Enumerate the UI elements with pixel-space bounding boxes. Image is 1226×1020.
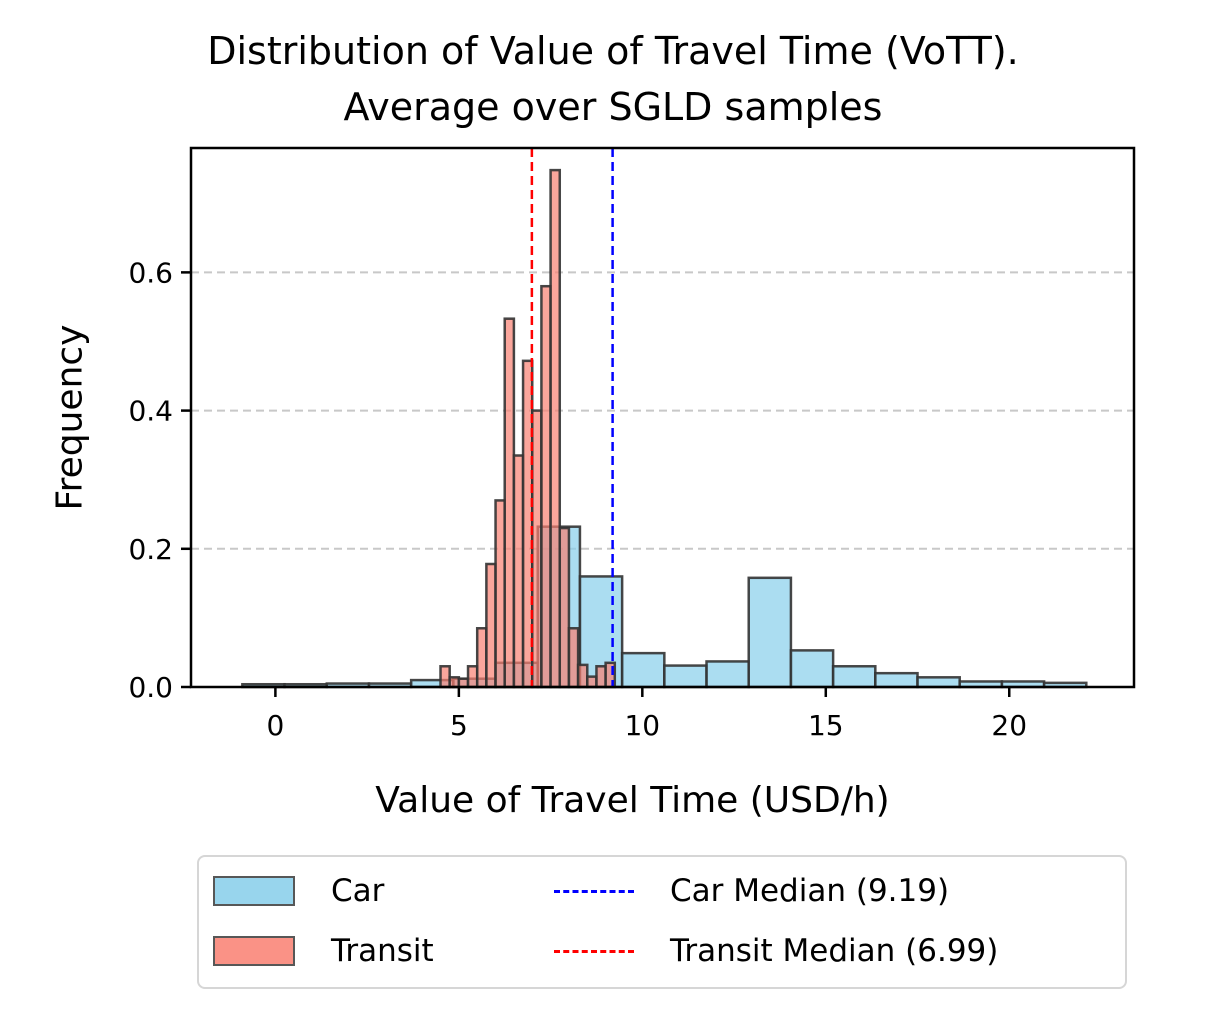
y-tick-label: 0.0 <box>128 671 173 704</box>
transit-bar <box>448 676 461 689</box>
legend-swatch-car <box>213 876 295 906</box>
y-tick-label: 0.6 <box>128 256 173 289</box>
car-series <box>241 525 1088 689</box>
legend-label-transit-median: Transit Median (6.99) <box>670 933 999 969</box>
x-tick-label: 0 <box>266 709 284 742</box>
transit-bar <box>595 665 607 689</box>
car-bar <box>705 660 750 689</box>
y-tick-label: 0.2 <box>128 533 173 566</box>
transit-bar <box>494 499 506 689</box>
legend-swatch-transit <box>213 936 295 966</box>
transit-series <box>439 168 617 689</box>
legend-dash-transit-median <box>554 949 634 953</box>
y-axis-ticks: 0.0 0.2 0.4 0.6 <box>128 256 191 704</box>
transit-bar <box>576 663 589 689</box>
legend-label-car-median: Car Median (9.19) <box>670 873 950 909</box>
car-bar <box>916 676 961 689</box>
x-axis-ticks: 0 5 10 15 20 <box>266 687 1027 742</box>
y-axis-label: Frequency <box>50 325 91 511</box>
legend-item-transit: Transit <box>213 933 434 969</box>
transit-bar <box>503 317 516 689</box>
chart-title-line-1: Distribution of Value of Travel Time (Vo… <box>207 29 1019 73</box>
transit-bar <box>466 665 479 689</box>
car-bar <box>620 651 666 689</box>
transit-bar <box>475 627 488 689</box>
transit-bar <box>512 454 525 689</box>
car-bar <box>789 649 835 689</box>
legend-item-transit-median: Transit Median (6.99) <box>554 933 998 969</box>
x-tick-label: 20 <box>991 709 1027 742</box>
chart-title-line-2: Average over SGLD samples <box>343 85 883 129</box>
x-tick-label: 10 <box>624 709 660 742</box>
y-tick-label: 0.4 <box>128 395 173 428</box>
legend-label-car: Car <box>331 873 385 909</box>
transit-bar <box>540 284 552 689</box>
legend: Car Transit Car Median (9.19) Transit Me… <box>197 855 1127 989</box>
transit-bar <box>485 562 497 689</box>
legend-label-transit: Transit <box>331 933 434 969</box>
transit-bar <box>530 409 543 689</box>
transit-bar <box>558 526 571 689</box>
car-bar <box>747 576 793 689</box>
transit-bar <box>549 168 562 689</box>
transit-bar <box>586 675 598 689</box>
legend-dash-car-median <box>554 889 634 893</box>
car-bar <box>874 671 919 689</box>
legend-item-car-median: Car Median (9.19) <box>554 873 949 909</box>
car-bar <box>831 665 877 689</box>
grid-lines <box>191 271 1134 550</box>
x-axis-label: Value of Travel Time (USD/h) <box>375 780 889 821</box>
transit-bar <box>567 627 580 689</box>
transit-bar <box>439 665 451 689</box>
car-bar <box>663 664 708 689</box>
x-tick-label: 15 <box>808 709 844 742</box>
median-lines <box>530 148 614 687</box>
legend-item-car: Car <box>213 873 384 909</box>
plot-frame <box>189 146 1136 689</box>
x-tick-label: 5 <box>450 709 468 742</box>
